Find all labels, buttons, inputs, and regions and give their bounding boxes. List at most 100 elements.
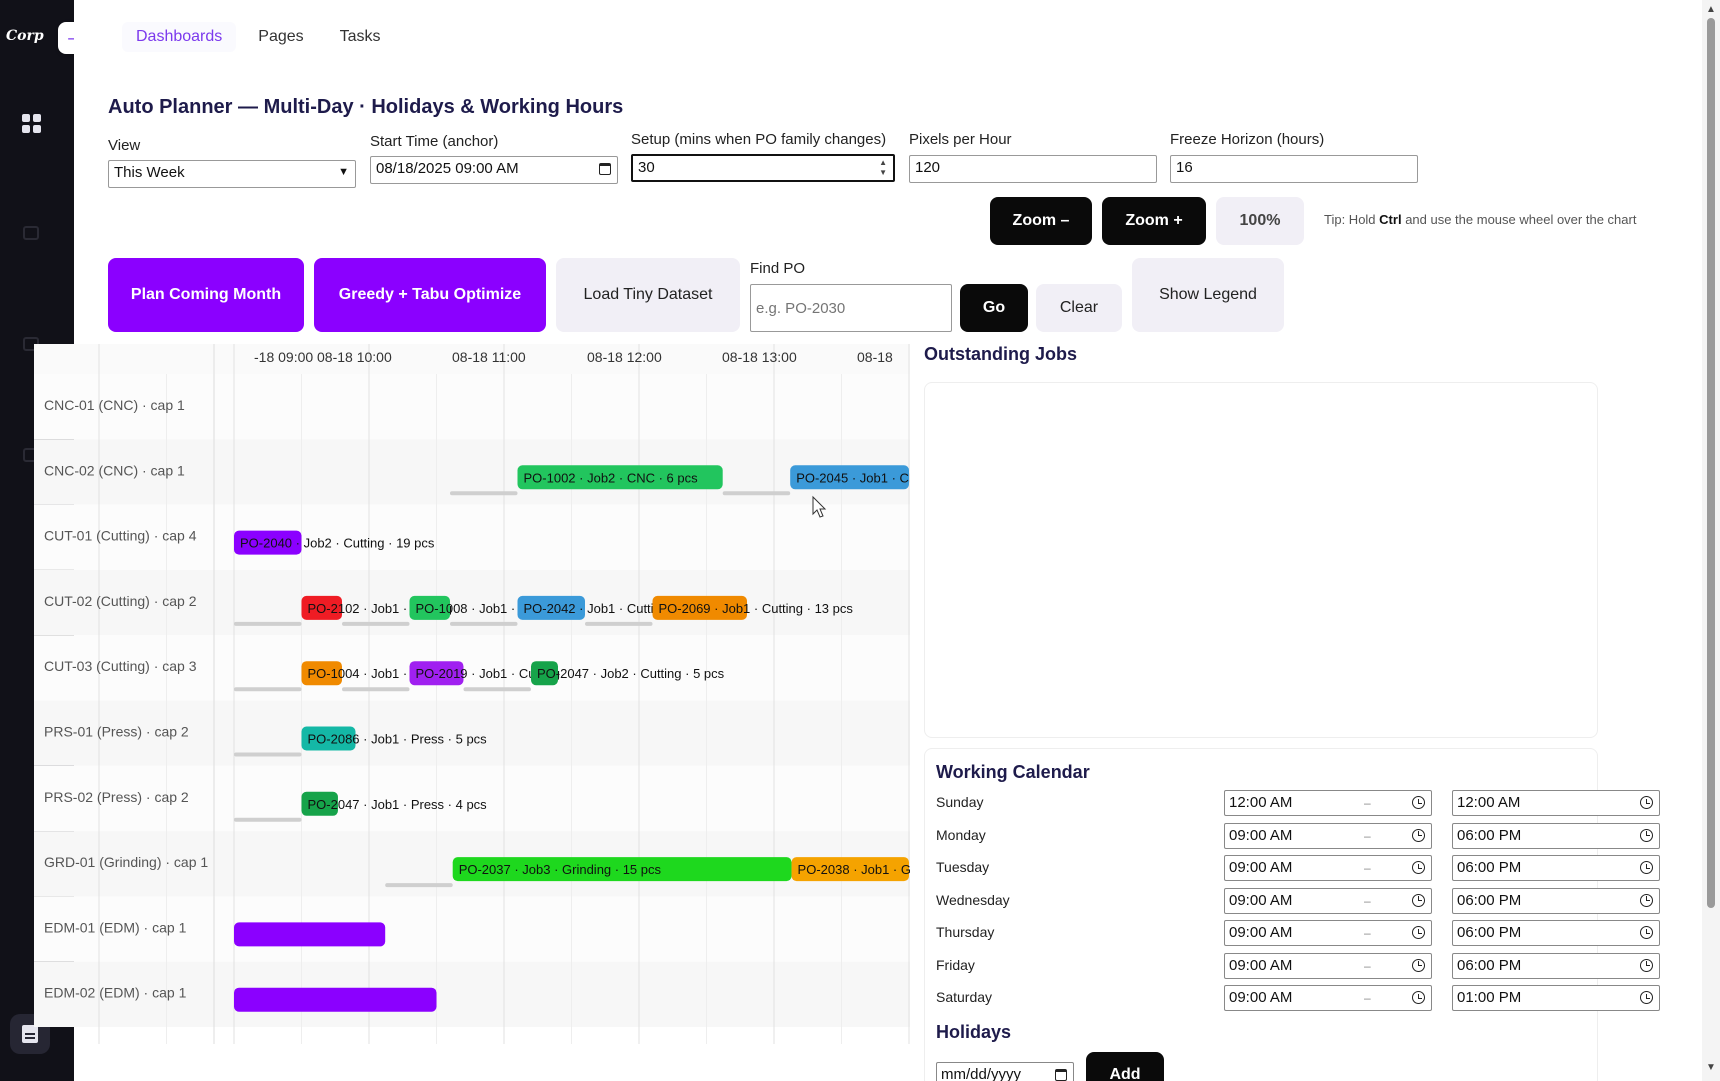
go-button[interactable]: Go [960, 284, 1028, 332]
day-label-friday: Friday [936, 956, 975, 973]
time-tick-label: 08-18 10:00 [317, 349, 392, 365]
tab-tasks[interactable]: Tasks [339, 28, 381, 45]
scroll-down-icon[interactable]: ▼ [1706, 1062, 1716, 1073]
outstanding-jobs-title: Outstanding Jobs [924, 344, 1077, 364]
freeze-horizon-input[interactable]: 16 [1170, 155, 1418, 183]
start-time-wednesday[interactable]: 09:00 AM [1224, 887, 1432, 914]
clock-icon[interactable] [1640, 926, 1653, 939]
show-legend-button[interactable]: Show Legend [1132, 258, 1284, 332]
clock-icon[interactable] [1412, 893, 1425, 907]
time-tick-label: 08-18 12:00 [587, 349, 662, 365]
view-label: View [108, 137, 141, 154]
end-time-sunday[interactable]: 12:00 AM [1452, 790, 1660, 816]
job-bar-label: PO-2047 · Job1 · Press · 4 pcs [308, 797, 488, 812]
view-select[interactable]: This Week ▼ [108, 160, 356, 188]
end-time-thursday[interactable]: 06:00 PM [1452, 920, 1660, 946]
clock-icon[interactable] [1640, 828, 1653, 842]
job-bar [652, 595, 747, 620]
end-time-friday[interactable]: 06:00 PM [1452, 952, 1660, 979]
time-separator: – [1364, 796, 1371, 810]
view-select-value: This Week [114, 164, 185, 181]
end-time-wednesday[interactable]: 06:00 PM [1452, 887, 1660, 914]
clock-icon[interactable] [1412, 828, 1425, 842]
calendar-icon[interactable] [1055, 1069, 1067, 1081]
setup-bar [450, 491, 518, 496]
logo: Corp [6, 28, 44, 44]
job-bar [301, 791, 338, 816]
clock-icon[interactable] [1412, 991, 1425, 1004]
outstanding-jobs-panel [924, 382, 1598, 738]
job-bar [790, 465, 909, 490]
calendar-icon[interactable] [599, 163, 611, 175]
job-bar-label: PO-2038 · Job1 · Grinding [798, 862, 910, 877]
time-separator: – [1364, 958, 1371, 973]
clock-icon[interactable] [1412, 796, 1425, 809]
holiday-date-input[interactable]: mm/dd/yyyy [936, 1062, 1074, 1081]
setup-bar [585, 621, 653, 626]
setup-bar [234, 817, 302, 822]
end-time-saturday[interactable]: 01:00 PM [1452, 985, 1660, 1011]
working-calendar-title: Working Calendar [936, 762, 1090, 782]
add-holiday-button[interactable]: Add [1086, 1052, 1164, 1081]
clock-icon[interactable] [1412, 958, 1425, 972]
job-bar [452, 857, 792, 882]
pages-icon[interactable] [20, 222, 42, 244]
plan-coming-month-button[interactable]: Plan Coming Month [108, 258, 304, 332]
greedy-tabu-optimize-button[interactable]: Greedy + Tabu Optimize [314, 258, 546, 332]
tab-dashboards[interactable]: Dashboards [122, 22, 237, 52]
clock-icon[interactable] [1640, 958, 1653, 972]
resource-label: CUT-02 (Cutting) · cap 2 [44, 593, 197, 609]
top-navigation: Dashboards Pages Tasks [122, 22, 395, 52]
clock-icon[interactable] [1640, 796, 1653, 809]
gantt-chart[interactable]: -18 09:00 08-18 10:00 08-18 11:00 08-18 12:… [34, 344, 910, 1044]
time-separator: – [1364, 893, 1371, 908]
start-time-friday[interactable]: 09:00 AM [1224, 952, 1432, 979]
resource-label: EDM-01 (EDM) · cap 1 [44, 919, 187, 935]
job-bar [301, 661, 342, 686]
job-bar [234, 922, 386, 947]
clock-icon[interactable] [1640, 861, 1653, 874]
end-time-monday[interactable]: 06:00 PM [1452, 822, 1660, 849]
dashboard-grid-icon[interactable] [20, 112, 42, 134]
setup-input[interactable]: 30 ▲ ▼ [631, 154, 895, 182]
chevron-down-icon: ▼ [338, 166, 349, 178]
tip-prefix: Tip: Hold [1324, 212, 1376, 227]
zoom-in-button[interactable]: Zoom + [1102, 197, 1206, 245]
clock-icon[interactable] [1412, 926, 1425, 939]
tab-pages[interactable]: Pages [258, 28, 304, 45]
start-time-input[interactable]: 08/18/2025 09:00 AM [370, 156, 618, 184]
working-calendar-panel [924, 748, 1598, 1081]
resource-label: PRS-01 (Press) · cap 2 [44, 724, 189, 740]
clear-button[interactable]: Clear [1036, 284, 1122, 332]
load-tiny-dataset-button[interactable]: Load Tiny Dataset [556, 258, 740, 332]
find-po-input[interactable] [750, 284, 952, 332]
timeline-header [34, 344, 910, 374]
clock-icon[interactable] [1412, 861, 1425, 874]
zoom-out-button[interactable]: Zoom – [990, 197, 1092, 245]
resource-row [34, 700, 910, 766]
time-tick-label: -18 09:00 [254, 349, 313, 365]
spinner-icon[interactable]: ▲ ▼ [879, 158, 887, 177]
scroll-up-icon[interactable]: ▲ [1706, 4, 1716, 15]
job-bar [409, 595, 450, 620]
start-time-sunday[interactable]: 12:00 AM [1224, 790, 1432, 816]
setup-bar [450, 621, 518, 626]
job-bar [791, 857, 909, 882]
pixels-per-hour-input[interactable]: 120 [909, 155, 1157, 183]
time-tick-label: 08-18 [857, 349, 893, 365]
job-bar [517, 595, 585, 620]
page-scrollbar[interactable]: ▲ ▼ [1702, 0, 1720, 1081]
zoom-level-button[interactable]: 100% [1216, 197, 1304, 245]
start-time-tuesday[interactable]: 09:00 AM [1224, 855, 1432, 881]
start-time-thursday[interactable]: 09:00 AM [1224, 920, 1432, 946]
start-time-saturday[interactable]: 09:00 AM [1224, 985, 1432, 1011]
setup-value: 30 [638, 159, 655, 176]
resource-row [34, 765, 910, 832]
clock-icon[interactable] [1640, 893, 1653, 907]
setup-bar [722, 491, 791, 496]
start-time-monday[interactable]: 09:00 AM [1224, 822, 1432, 849]
freeze-horizon-label: Freeze Horizon (hours) [1170, 131, 1325, 148]
clock-icon[interactable] [1640, 991, 1653, 1004]
scrollbar-thumb[interactable] [1707, 18, 1715, 908]
end-time-tuesday[interactable]: 06:00 PM [1452, 855, 1660, 881]
